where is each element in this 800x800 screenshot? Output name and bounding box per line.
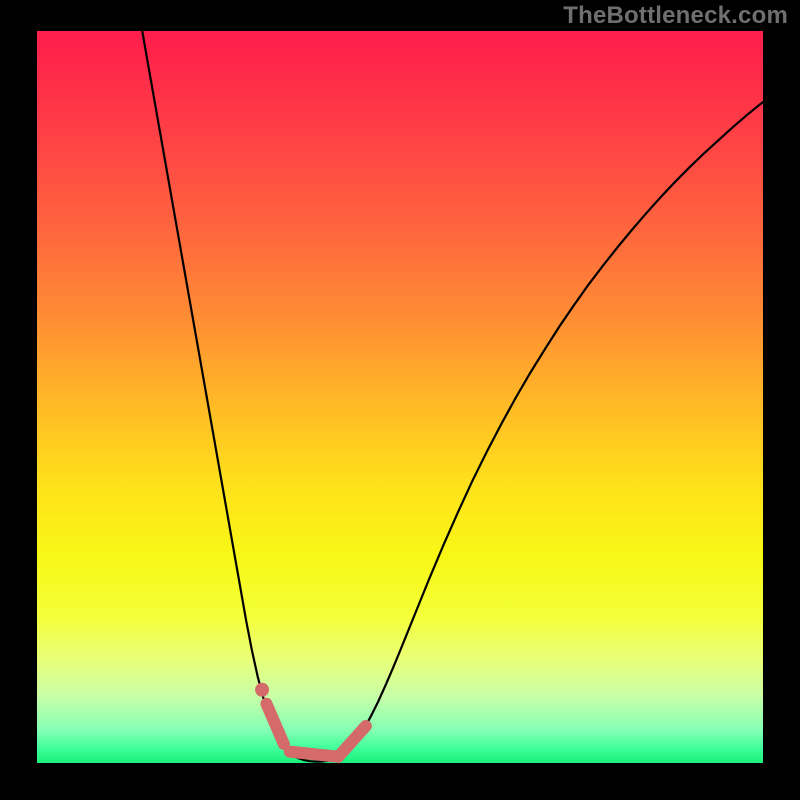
bottleneck-chart (0, 0, 800, 800)
